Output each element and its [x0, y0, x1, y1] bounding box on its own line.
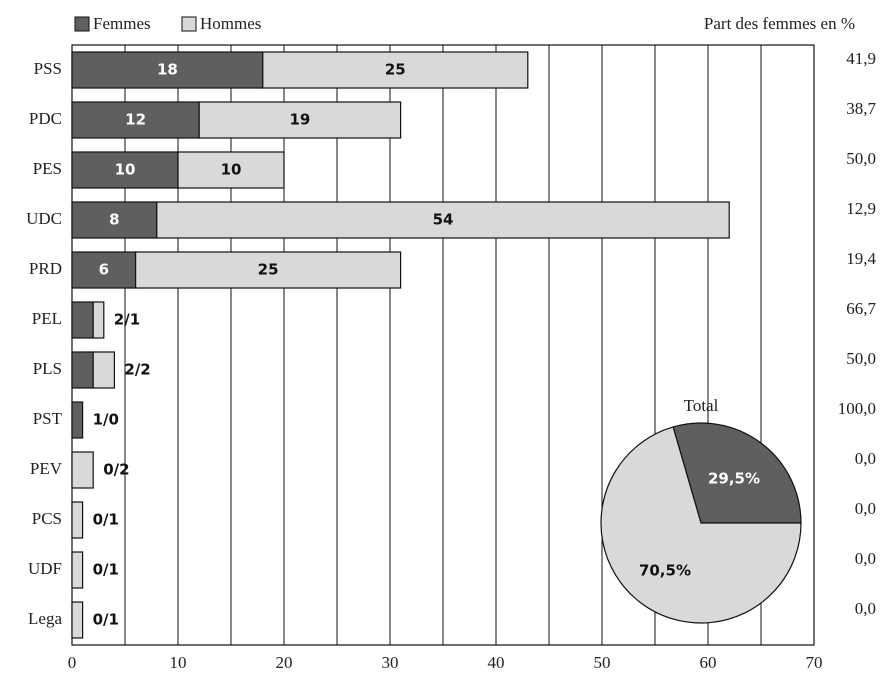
- bar-label: 19: [289, 111, 310, 129]
- pie-slice: [600, 426, 802, 624]
- bar: [262, 51, 529, 89]
- y-tick-label: PST: [33, 409, 63, 428]
- legend-swatch: [74, 16, 90, 32]
- share-title: Part des femmes en %: [704, 14, 855, 33]
- share-value: 19,4: [846, 249, 876, 268]
- bar: [71, 401, 84, 439]
- bar-label: 6: [99, 261, 109, 279]
- share-value: 41,9: [846, 49, 876, 68]
- x-tick-label: 10: [170, 653, 187, 672]
- pie-slice: [672, 422, 802, 524]
- bar: [71, 351, 94, 389]
- pair-label: 2/1: [114, 311, 140, 329]
- share-value: 38,7: [846, 99, 876, 118]
- bar: [71, 101, 200, 139]
- x-tick-label: 70: [806, 653, 823, 672]
- legend-label: Hommes: [200, 14, 261, 33]
- pair-label: 0/1: [93, 561, 119, 579]
- bar: [71, 51, 264, 89]
- y-tick-label: PSS: [34, 59, 62, 78]
- bar: [71, 301, 94, 339]
- x-tick-label: 40: [488, 653, 505, 672]
- bar-label: 54: [433, 211, 454, 229]
- x-tick-label: 20: [276, 653, 293, 672]
- bar: [71, 151, 179, 189]
- y-tick-label: UDF: [28, 559, 62, 578]
- bar: [177, 151, 285, 189]
- plot-frame: [71, 44, 815, 646]
- bar: [156, 201, 730, 239]
- y-tick-label: Lega: [28, 609, 62, 628]
- x-tick-label: 30: [382, 653, 399, 672]
- share-value: 0,0: [855, 499, 876, 518]
- x-tick-label: 50: [594, 653, 611, 672]
- bar-label: 25: [385, 61, 406, 79]
- y-tick-label: PEV: [30, 459, 63, 478]
- y-tick-label: PRD: [29, 259, 62, 278]
- share-value: 0,0: [855, 549, 876, 568]
- pair-label: 1/0: [93, 411, 119, 429]
- y-tick-label: PEL: [32, 309, 62, 328]
- bar: [71, 501, 84, 539]
- share-value: 12,9: [846, 199, 876, 218]
- bar: [71, 601, 84, 639]
- y-tick-label: PDC: [29, 109, 62, 128]
- bar: [71, 251, 137, 289]
- legend-label: Femmes: [93, 14, 151, 33]
- x-tick-label: 60: [700, 653, 717, 672]
- bar-label: 18: [157, 61, 178, 79]
- bar-label: 25: [258, 261, 279, 279]
- bar-label: 12: [125, 111, 146, 129]
- pie-label: 29,5%: [708, 470, 760, 488]
- pair-label: 2/2: [124, 361, 150, 379]
- bar-label: 10: [115, 161, 136, 179]
- x-tick-label: 0: [68, 653, 77, 672]
- share-value: 66,7: [846, 299, 876, 318]
- bar: [92, 351, 115, 389]
- share-value: 50,0: [846, 149, 876, 168]
- bar: [135, 251, 402, 289]
- pair-label: 0/1: [93, 611, 119, 629]
- share-value: 100,0: [838, 399, 876, 418]
- y-tick-label: PCS: [32, 509, 62, 528]
- bar: [71, 551, 84, 589]
- bar: [71, 451, 94, 489]
- y-tick-label: PLS: [33, 359, 62, 378]
- bar-label: 10: [221, 161, 242, 179]
- y-tick-label: UDC: [26, 209, 62, 228]
- pair-label: 0/1: [93, 511, 119, 529]
- share-value: 50,0: [846, 349, 876, 368]
- y-tick-label: PES: [33, 159, 62, 178]
- pie-title: Total: [684, 396, 719, 415]
- share-value: 0,0: [855, 449, 876, 468]
- bar-label: 8: [109, 211, 119, 229]
- bar: [198, 101, 402, 139]
- legend-swatch: [181, 16, 197, 32]
- bar: [92, 301, 105, 339]
- share-value: 0,0: [855, 599, 876, 618]
- pie-label: 70,5%: [639, 561, 691, 579]
- pair-label: 0/2: [103, 461, 129, 479]
